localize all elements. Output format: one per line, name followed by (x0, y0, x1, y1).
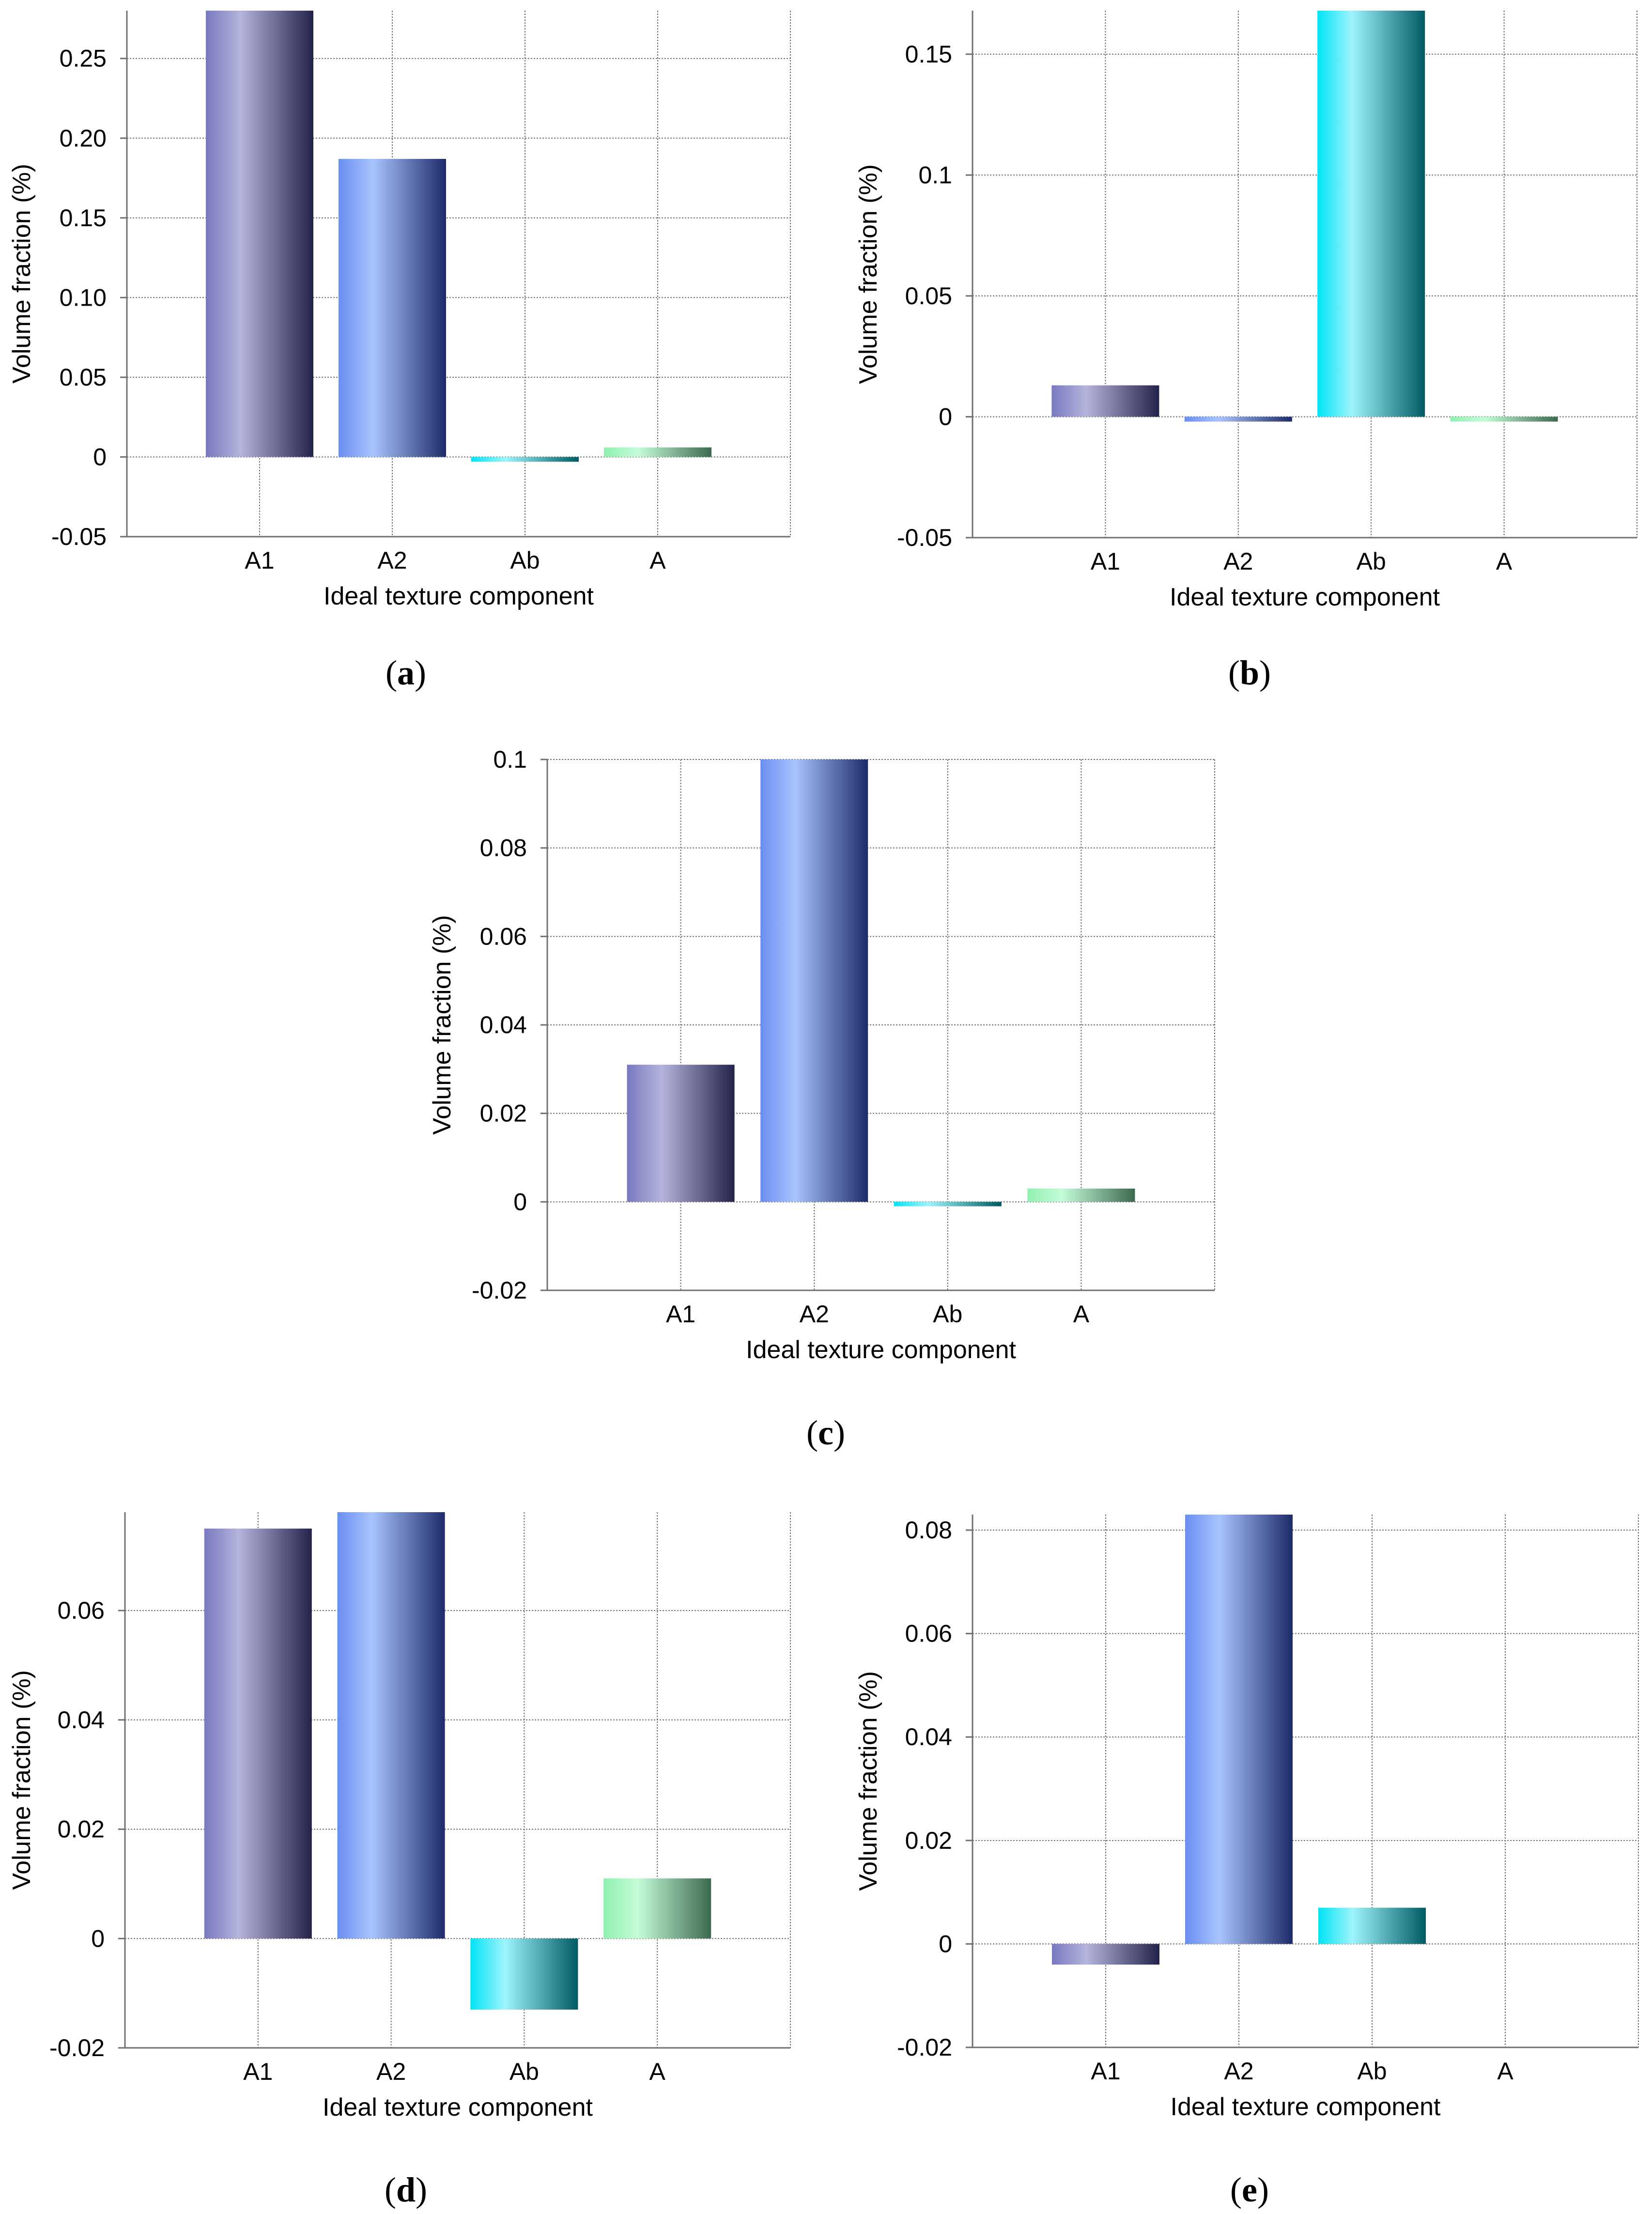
x-tick-label: Ab (1357, 548, 1386, 575)
panel-caption: (a) (386, 653, 426, 692)
y-tick-label: -0.02 (49, 2034, 105, 2061)
chart-panel-e: -0.02 0 0.02 0.04 0.06 0.08 A1 A2 Ab A Ideal textu… (854, 1515, 1639, 2209)
x-tick-label: A2 (1224, 2058, 1253, 2085)
y-tick-label: 0.04 (480, 1011, 527, 1038)
bar-a (1450, 417, 1558, 422)
bar-a2 (337, 1512, 445, 1939)
y-tick-label: -0.05 (897, 524, 952, 551)
y-tick-label: 0.05 (60, 364, 107, 391)
bar-a1 (1052, 1944, 1159, 1965)
y-tick-label: 0 (513, 1188, 527, 1215)
y-axis-title: Volume fraction (%) (8, 1670, 36, 1890)
bar-a1 (627, 1065, 735, 1202)
x-tick-label: A1 (243, 2058, 273, 2085)
x-tick-label: A2 (1223, 548, 1253, 575)
y-axis-title: Volume fraction (%) (854, 164, 882, 384)
y-tick-label: 0.08 (905, 1517, 952, 1544)
y-tick-label: 0.20 (60, 124, 107, 152)
y-tick-label: 0.02 (480, 1100, 527, 1127)
x-tick-label: A (1496, 548, 1513, 575)
bar-a (603, 1878, 711, 1939)
bar-a2 (1184, 417, 1292, 422)
y-tick-label: 0.1 (918, 161, 952, 188)
bar-a1 (1051, 385, 1159, 417)
x-axis-title: Ideal texture component (323, 2093, 593, 2121)
bar-a2 (1185, 1515, 1293, 1944)
y-tick-label: 0.04 (58, 1706, 105, 1734)
x-tick-label: Ab (509, 2058, 539, 2085)
panel-caption: (e) (1230, 2170, 1269, 2209)
bar-ab (1317, 11, 1425, 417)
x-tick-label: A (649, 547, 666, 574)
chart-panel-c: -0.02 0 0.02 0.04 0.06 0.08 0.1 A1 A2 Ab A Ideal te… (428, 746, 1215, 1452)
y-tick-label: 0.1 (493, 746, 527, 773)
y-tick-label: 0.02 (905, 1827, 952, 1854)
y-tick-label: -0.02 (472, 1277, 527, 1304)
y-axis-title: Volume fraction (%) (854, 1671, 882, 1891)
y-tick-label: 0.15 (905, 41, 952, 68)
x-axis-title: Ideal texture component (324, 582, 594, 610)
y-tick-label: 0.05 (905, 282, 952, 310)
y-tick-label: 0.06 (58, 1597, 105, 1624)
x-tick-label: Ab (1357, 2058, 1387, 2085)
y-tick-label: -0.02 (897, 2034, 952, 2061)
y-tick-label: 0.15 (60, 204, 107, 232)
x-axis-title: Ideal texture component (1170, 583, 1440, 611)
x-tick-label: A1 (1091, 548, 1120, 575)
y-tick-label: 0 (939, 1930, 952, 1957)
y-tick-label: 0.25 (60, 45, 107, 72)
x-tick-label: A (649, 2058, 666, 2085)
x-tick-label: Ab (933, 1301, 962, 1328)
y-tick-label: 0.02 (58, 1816, 105, 1843)
bar-a (604, 447, 711, 457)
y-tick-label: 0 (91, 1925, 105, 1952)
y-tick-label: 0 (939, 403, 952, 430)
y-tick-label: 0.08 (480, 835, 527, 862)
chart-panel-a: -0.05 0 0.05 0.10 0.15 0.20 0.25 A1 A2 Ab A Ideal t… (8, 11, 791, 692)
x-tick-label: A1 (245, 547, 274, 574)
x-tick-label: A2 (800, 1301, 829, 1328)
bar-ab (470, 1938, 578, 2010)
x-tick-label: A1 (666, 1301, 695, 1328)
chart-panel-d: -0.02 0 0.02 0.04 0.06 A1 A2 Ab A Ideal texture c… (8, 1512, 791, 2209)
x-tick-label: A (1497, 2058, 1513, 2085)
panel-caption: (b) (1228, 653, 1271, 692)
bar-a1 (204, 1528, 312, 1939)
bar-ab (1318, 1907, 1426, 1944)
y-axis-title: Volume fraction (%) (428, 915, 456, 1135)
bar-a (1027, 1188, 1135, 1202)
y-tick-label: 0.06 (905, 1620, 952, 1647)
chart-panel-b: -0.05 0 0.05 0.1 0.15 A1 A2 Ab A Ideal texture co… (854, 11, 1637, 692)
x-tick-label: A (1073, 1301, 1090, 1328)
bar-a1 (206, 11, 313, 457)
y-axis-title: Volume fraction (%) (8, 164, 36, 384)
y-tick-label: 0 (93, 443, 107, 470)
bar-ab (894, 1202, 1002, 1207)
bar-ab (471, 457, 579, 462)
y-tick-label: 0.04 (905, 1723, 952, 1750)
x-tick-label: A1 (1091, 2058, 1120, 2085)
x-tick-label: A2 (377, 547, 407, 574)
x-tick-label: Ab (510, 547, 540, 574)
y-tick-label: 0.06 (480, 923, 527, 950)
bar-a2 (339, 159, 446, 457)
y-tick-label: -0.05 (51, 523, 107, 550)
x-axis-title: Ideal texture component (746, 1336, 1016, 1364)
panel-caption: (d) (385, 2170, 427, 2209)
panel-caption: (c) (806, 1413, 845, 1452)
y-tick-label: 0.10 (60, 284, 107, 311)
x-tick-label: A2 (376, 2058, 406, 2085)
bar-a2 (760, 759, 868, 1202)
x-axis-title: Ideal texture component (1171, 2093, 1441, 2121)
